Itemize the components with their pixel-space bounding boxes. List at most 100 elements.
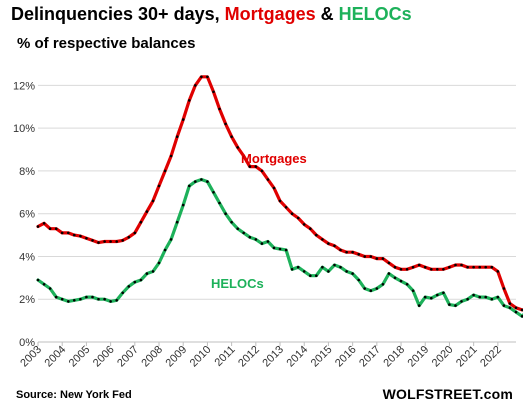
data-point-helocs <box>514 310 518 314</box>
data-point-mortgages <box>315 233 318 237</box>
data-point-mortgages <box>351 250 354 254</box>
y-tick-label: 6% <box>19 209 35 221</box>
chart-title: Delinquencies 30+ days, Mortgages & HELO… <box>11 4 412 25</box>
data-point-mortgages <box>363 255 367 258</box>
data-point-helocs <box>399 279 403 283</box>
data-point-mortgages <box>417 263 421 267</box>
data-point-helocs <box>224 212 227 215</box>
data-point-helocs <box>42 283 46 286</box>
data-point-mortgages <box>60 231 64 235</box>
data-point-helocs <box>188 184 191 188</box>
data-point-helocs <box>127 285 131 288</box>
data-point-helocs <box>442 291 445 295</box>
data-point-helocs <box>357 278 361 282</box>
data-point-helocs <box>405 283 409 286</box>
data-point-helocs <box>430 296 433 300</box>
x-tick-label: 2016 <box>333 344 359 370</box>
data-point-helocs <box>248 235 252 239</box>
y-tick-label: 8% <box>19 166 35 178</box>
data-point-helocs <box>181 203 185 207</box>
data-point-helocs <box>73 299 76 302</box>
data-point-helocs <box>115 299 118 302</box>
data-point-helocs <box>230 220 233 224</box>
x-tick-label: 2018 <box>381 344 407 370</box>
data-point-mortgages <box>194 84 197 87</box>
data-point-helocs <box>393 276 397 280</box>
data-point-helocs <box>260 242 264 245</box>
data-point-helocs <box>466 297 469 301</box>
data-point-mortgages <box>157 184 161 188</box>
data-point-mortgages <box>169 154 173 158</box>
data-point-helocs <box>411 289 415 293</box>
data-point-helocs <box>91 295 94 299</box>
data-point-mortgages <box>260 169 264 173</box>
series-label-mortgages: Mortgages <box>241 151 307 166</box>
x-tick-label: 2017 <box>357 344 383 370</box>
data-point-helocs <box>333 263 336 267</box>
data-point-mortgages <box>109 240 112 243</box>
data-point-mortgages <box>381 257 385 260</box>
data-point-helocs <box>218 201 221 205</box>
y-tick-label: 0% <box>19 337 35 349</box>
data-point-mortgages <box>484 265 488 269</box>
data-point-helocs <box>351 272 354 275</box>
title-ampersand: & <box>315 4 339 24</box>
x-tick-label: 2019 <box>406 344 432 370</box>
series-label-helocs: HELOCs <box>211 276 264 291</box>
data-point-helocs <box>460 300 463 303</box>
x-tick-label: 2010 <box>188 344 214 370</box>
data-point-helocs <box>302 270 306 273</box>
data-point-mortgages <box>42 222 46 225</box>
data-point-mortgages <box>266 178 270 181</box>
data-point-mortgages <box>145 210 149 213</box>
data-point-mortgages <box>218 107 221 111</box>
data-point-mortgages <box>369 255 373 258</box>
data-point-mortgages <box>278 199 282 203</box>
data-point-helocs <box>48 287 52 290</box>
data-point-helocs <box>157 261 161 265</box>
data-point-mortgages <box>496 270 500 273</box>
series-line-mortgages <box>36 75 523 312</box>
data-point-mortgages <box>54 227 58 230</box>
data-point-helocs <box>381 283 385 286</box>
data-point-mortgages <box>133 231 137 235</box>
data-point-helocs <box>315 274 318 278</box>
data-point-mortgages <box>151 199 155 203</box>
data-point-helocs <box>345 270 348 273</box>
data-point-helocs <box>254 238 258 241</box>
data-point-helocs <box>194 180 197 183</box>
data-point-mortgages <box>290 212 294 215</box>
data-point-mortgages <box>254 165 258 168</box>
data-point-helocs <box>369 289 373 293</box>
x-tick-label: 2014 <box>285 344 311 370</box>
data-point-mortgages <box>224 122 227 126</box>
data-point-mortgages <box>339 248 342 252</box>
data-point-mortgages <box>430 268 433 271</box>
brand-watermark: WOLFSTREET.com <box>382 386 513 402</box>
data-point-helocs <box>478 295 482 299</box>
data-point-mortgages <box>36 225 40 228</box>
chart-subtitle: % of respective balances <box>17 35 196 52</box>
data-point-helocs <box>79 297 82 301</box>
data-point-mortgages <box>472 265 475 269</box>
data-point-helocs <box>133 280 137 284</box>
data-point-helocs <box>496 295 500 299</box>
data-point-helocs <box>375 287 379 290</box>
data-point-helocs <box>296 265 300 269</box>
data-point-mortgages <box>230 135 233 138</box>
data-point-mortgages <box>139 220 143 224</box>
x-tick-label: 2022 <box>478 344 504 370</box>
data-point-mortgages <box>103 240 106 243</box>
data-point-mortgages <box>175 135 179 138</box>
title-helocs: HELOCs <box>338 4 412 24</box>
x-tick-label: 2013 <box>260 344 286 370</box>
data-point-helocs <box>109 300 112 303</box>
data-point-mortgages <box>296 216 300 220</box>
source-note: Source: New York Fed <box>16 389 132 401</box>
data-point-mortgages <box>284 206 288 209</box>
data-point-mortgages <box>236 146 239 149</box>
data-point-mortgages <box>520 308 523 312</box>
data-point-helocs <box>436 293 439 297</box>
data-point-mortgages <box>212 90 215 94</box>
